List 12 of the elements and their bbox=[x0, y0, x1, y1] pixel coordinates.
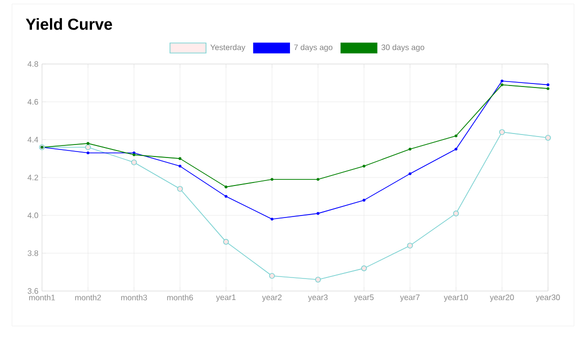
point bbox=[407, 242, 413, 248]
chart-title: Yield Curve bbox=[26, 18, 112, 30]
point bbox=[361, 265, 367, 272]
point bbox=[177, 186, 183, 192]
point bbox=[545, 134, 551, 141]
point bbox=[453, 210, 459, 216]
point bbox=[85, 144, 91, 150]
point bbox=[315, 276, 321, 283]
point bbox=[499, 129, 505, 135]
point bbox=[269, 272, 275, 279]
point bbox=[131, 159, 137, 166]
point bbox=[223, 238, 229, 245]
